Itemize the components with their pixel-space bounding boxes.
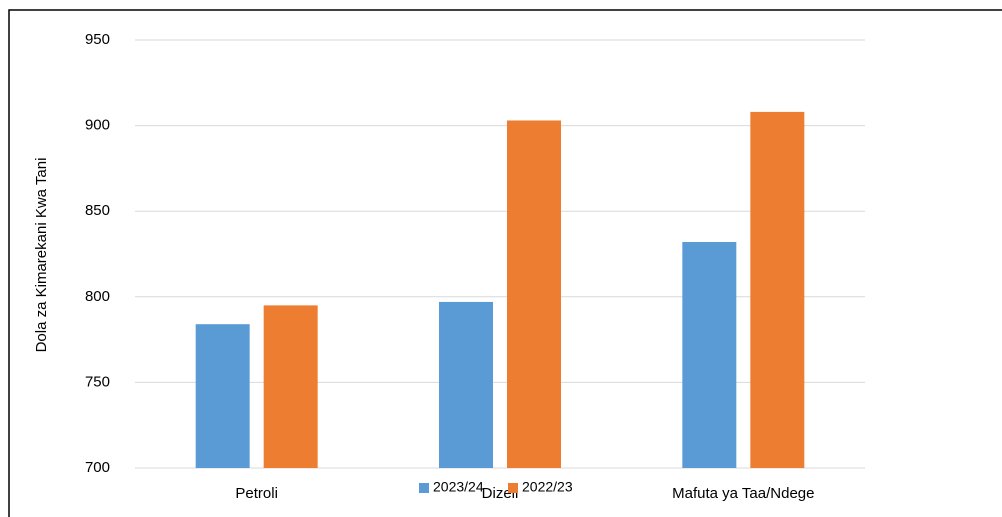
legend-swatch (419, 483, 429, 493)
bar (439, 301, 493, 468)
y-tick-label: 700 (85, 459, 110, 476)
y-tick-label: 900 (85, 117, 110, 134)
y-tick-label: 750 (85, 373, 110, 390)
bar (507, 120, 561, 469)
bar (682, 242, 737, 468)
x-tick-label: Mafuta ya Taa/Ndege (672, 485, 814, 502)
bar (750, 111, 805, 469)
y-axis-label: Dola za Kimarekani Kwa Tani (33, 158, 50, 353)
y-tick-label: 950 (85, 31, 110, 48)
legend-swatch (508, 483, 518, 493)
legend-label: 2023/24 (433, 479, 484, 495)
bar (195, 324, 250, 468)
legend-label: 2022/23 (522, 479, 573, 495)
x-tick-label: Petroli (235, 485, 278, 502)
chart-frame (8, 9, 1002, 517)
y-tick-label: 800 (85, 288, 110, 305)
bar (263, 305, 318, 468)
y-tick-label: 850 (85, 202, 110, 219)
